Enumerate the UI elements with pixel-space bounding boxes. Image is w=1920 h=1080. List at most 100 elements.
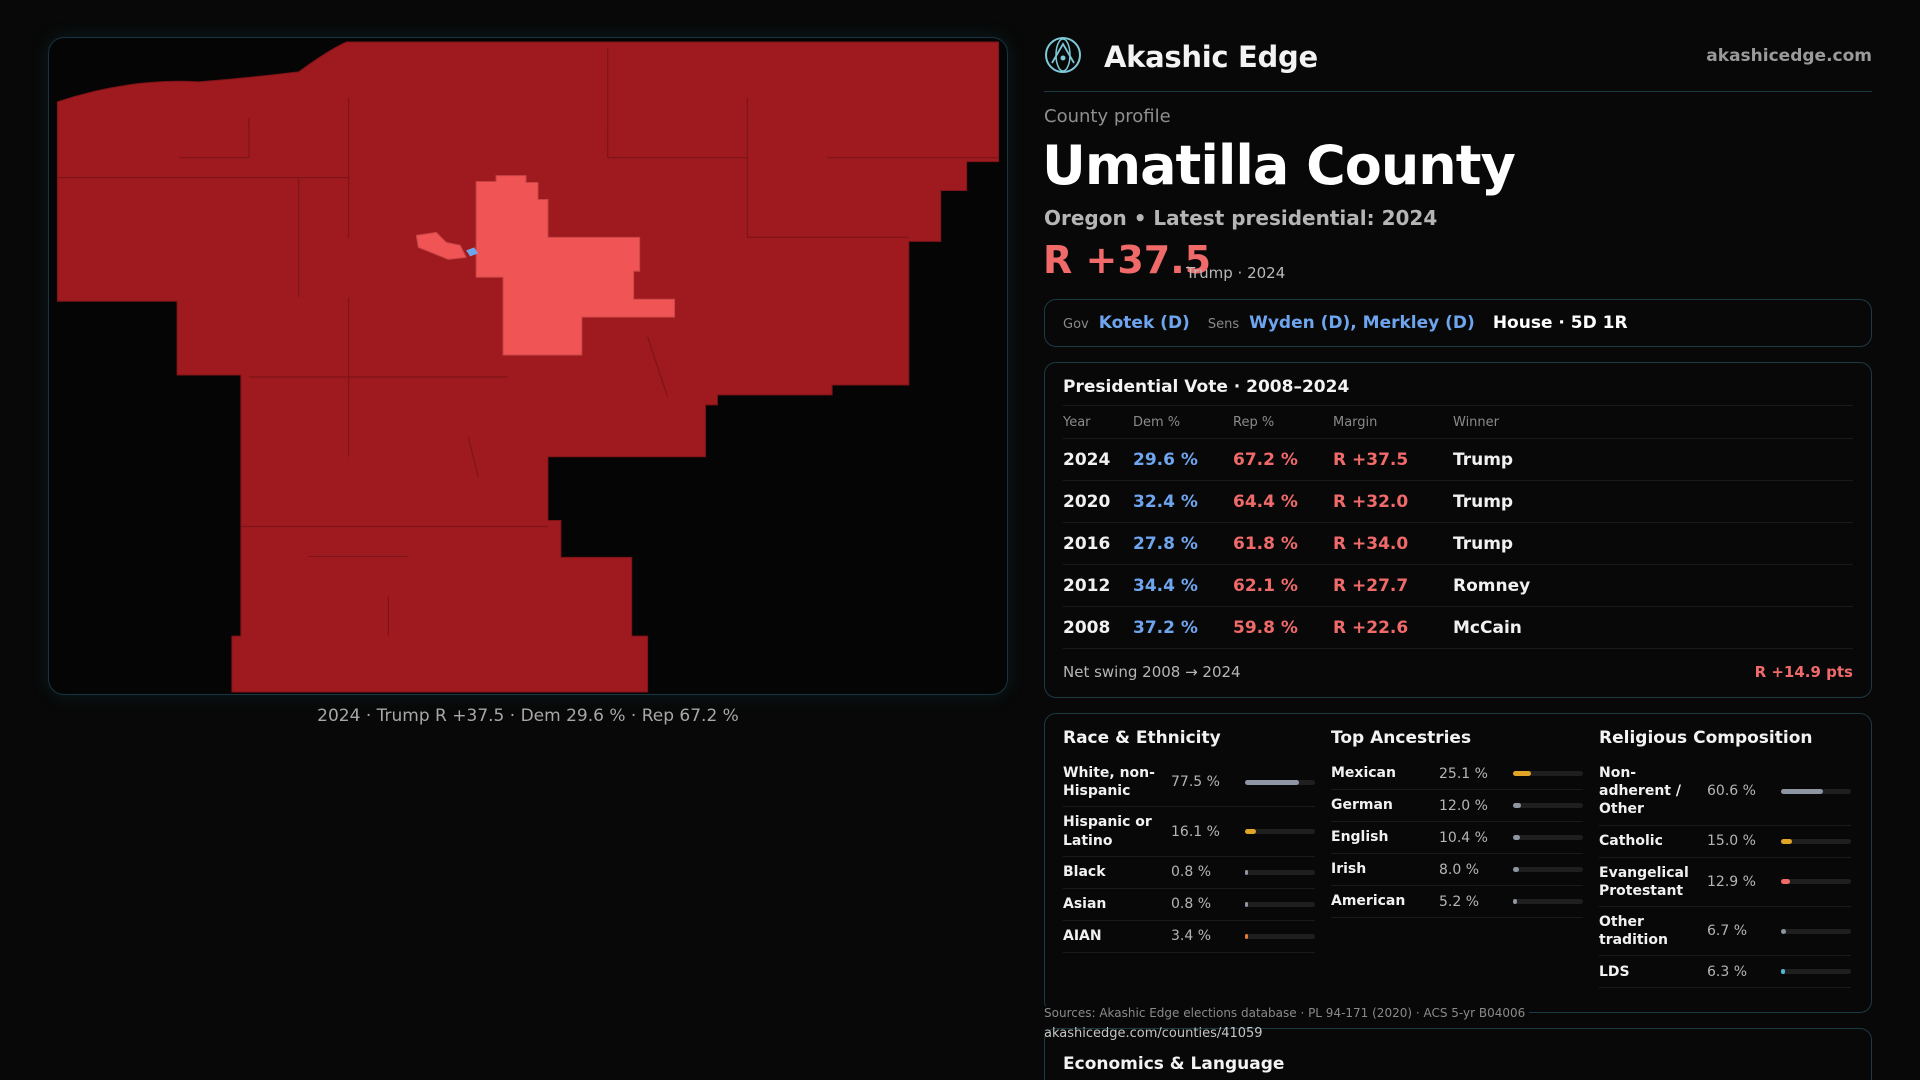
cell-margin: R +22.6 [1333, 606, 1453, 649]
precinct-boundaries [57, 47, 999, 637]
demo-row-percent: 3.4 % [1171, 928, 1212, 945]
cell-dem: 29.6 % [1133, 438, 1233, 481]
col-header-margin: Margin [1333, 405, 1453, 439]
demo-row-bar [1781, 788, 1851, 794]
officials-bar: Gov Kotek (D) Sens Wyden (D), Merkley (D… [1044, 299, 1872, 347]
demo-row-bar-fill [1513, 803, 1522, 808]
col-header-year: Year [1063, 405, 1133, 439]
map-region-lean-rep-west[interactable] [415, 231, 467, 260]
demo-row-bar-fill [1513, 835, 1521, 840]
demo-row-label: White, non-Hispanic [1063, 765, 1155, 800]
demo-row: AIAN 3.4 % [1063, 921, 1315, 953]
precinct-map-svg[interactable] [49, 38, 1007, 694]
demo-row: German 12.0 % [1331, 790, 1583, 822]
demographics-card: Race & Ethnicity White, non-Hispanic 77.5… [1044, 713, 1872, 1013]
religion-column: Religious Composition Non-adherent / Oth… [1599, 728, 1851, 989]
house-value: House · 5D 1R [1492, 313, 1628, 333]
demo-row-percent: 5.2 % [1439, 893, 1480, 910]
demo-row: Asian 0.8 % [1063, 889, 1315, 921]
brand-name[interactable]: Akashic Edge [1104, 40, 1318, 74]
demo-row-percent: 12.9 % [1707, 873, 1756, 890]
gov-label: Gov [1063, 317, 1089, 332]
site-url-link[interactable]: akashicedge.com [1706, 46, 1872, 66]
cell-rep: 61.8 % [1233, 522, 1333, 565]
demo-row-percent: 25.1 % [1439, 765, 1488, 782]
cell-rep: 64.4 % [1233, 480, 1333, 523]
presidential-card: Presidential Vote · 2008–2024 Year Dem %… [1044, 362, 1872, 698]
demo-row-bar [1513, 899, 1583, 904]
demo-row-label: Asian [1063, 896, 1107, 913]
table-row: 2012 34.4 % 62.1 % R +27.7 Romney [1063, 564, 1853, 607]
demo-row: White, non-Hispanic 77.5 % [1063, 758, 1315, 808]
cell-margin: R +32.0 [1333, 480, 1453, 523]
map-region-dem[interactable] [466, 247, 479, 257]
cell-margin: R +27.7 [1333, 564, 1453, 607]
demo-row: Catholic 15.0 % [1599, 826, 1851, 858]
demo-row-label: Irish [1331, 861, 1367, 878]
table-header-row: Year Dem % Rep % Margin Winner [1063, 405, 1853, 439]
demo-row-bar-fill [1245, 901, 1248, 907]
ancestries-list: Mexican 25.1 % German 12.0 % English 10.4 % Ir… [1331, 758, 1583, 918]
demo-row-label: German [1331, 797, 1393, 814]
demo-row-bar-fill [1513, 771, 1531, 776]
demo-row-bar-fill [1245, 933, 1248, 939]
demo-row-bar [1513, 835, 1583, 840]
demo-row-bar [1781, 879, 1851, 885]
cell-year: 2012 [1063, 564, 1133, 607]
demo-row-bar-fill [1781, 928, 1786, 934]
source-url-link[interactable]: akashicedge.com/counties/41059 [1044, 1026, 1263, 1041]
cell-dem: 34.4 % [1133, 564, 1233, 607]
demo-row-bar [1513, 803, 1583, 808]
sources-note: Sources: Akashic Edge elections database… [1044, 1006, 1530, 1020]
table-row: 2020 32.4 % 64.4 % R +32.0 Trump [1063, 480, 1853, 523]
atom-globe-icon[interactable] [1044, 36, 1082, 74]
cell-year: 2008 [1063, 606, 1133, 649]
page-kicker: County profile [1044, 106, 1171, 127]
demo-row-percent: 0.8 % [1171, 896, 1212, 913]
economics-title: Economics & Language [1063, 1054, 1285, 1074]
demo-row-percent: 12.0 % [1439, 797, 1488, 814]
site-header: Akashic Edge akashicedge.com [1044, 36, 1872, 92]
col-header-rep: Rep % [1233, 405, 1333, 439]
cell-year: 2020 [1063, 480, 1133, 523]
demo-row-bar [1245, 933, 1315, 939]
demo-row-label: Evangelical Protestant [1599, 864, 1689, 899]
demo-row: Evangelical Protestant 12.9 % [1599, 858, 1851, 907]
demo-row-label: Mexican [1331, 765, 1396, 782]
demo-row-bar [1781, 838, 1851, 844]
cell-winner: Trump [1453, 480, 1853, 523]
demo-row: LDS 6.3 % [1599, 956, 1851, 989]
cell-margin: R +37.5 [1333, 438, 1453, 481]
demo-row: Hispanic or Latino 16.1 % [1063, 807, 1315, 857]
cell-rep: 59.8 % [1233, 606, 1333, 649]
demo-row: American 5.2 % [1331, 886, 1583, 918]
demo-row-bar [1781, 928, 1851, 934]
county-map[interactable] [48, 37, 1008, 695]
demo-row-bar [1245, 829, 1315, 835]
gov-value[interactable]: Kotek (D) [1098, 313, 1190, 333]
cell-winner: Trump [1453, 522, 1853, 565]
demo-row-percent: 6.3 % [1707, 963, 1748, 980]
demo-row: Non-adherent / Other 60.6 % [1599, 758, 1851, 826]
demo-row-percent: 10.4 % [1439, 829, 1488, 846]
demo-row-percent: 6.7 % [1707, 923, 1748, 940]
map-region-lean-rep[interactable] [475, 175, 676, 356]
demo-row-percent: 77.5 % [1171, 774, 1220, 791]
net-swing-label: Net swing 2008 → 2024 [1063, 663, 1241, 681]
demo-row: Other tradition 6.7 % [1599, 907, 1851, 957]
table-row: 2008 37.2 % 59.8 % R +22.6 McCain [1063, 606, 1853, 649]
demo-row: Irish 8.0 % [1331, 854, 1583, 886]
map-region-strong-rep[interactable] [56, 41, 1000, 693]
cell-rep: 62.1 % [1233, 564, 1333, 607]
sens-value[interactable]: Wyden (D), Merkley (D) [1249, 313, 1475, 333]
demo-row-bar-fill [1245, 779, 1300, 785]
demo-row-bar [1513, 867, 1583, 872]
page-subtitle: Oregon • Latest presidential: 2024 [1044, 206, 1438, 230]
col-header-winner: Winner [1453, 405, 1853, 439]
demo-row-label: English [1331, 829, 1389, 846]
cell-margin: R +34.0 [1333, 522, 1453, 565]
race-ethnicity-title: Race & Ethnicity [1063, 728, 1221, 748]
demo-row-label: LDS [1599, 963, 1630, 980]
economics-card: Economics & Language [1044, 1028, 1872, 1080]
cell-dem: 37.2 % [1133, 606, 1233, 649]
